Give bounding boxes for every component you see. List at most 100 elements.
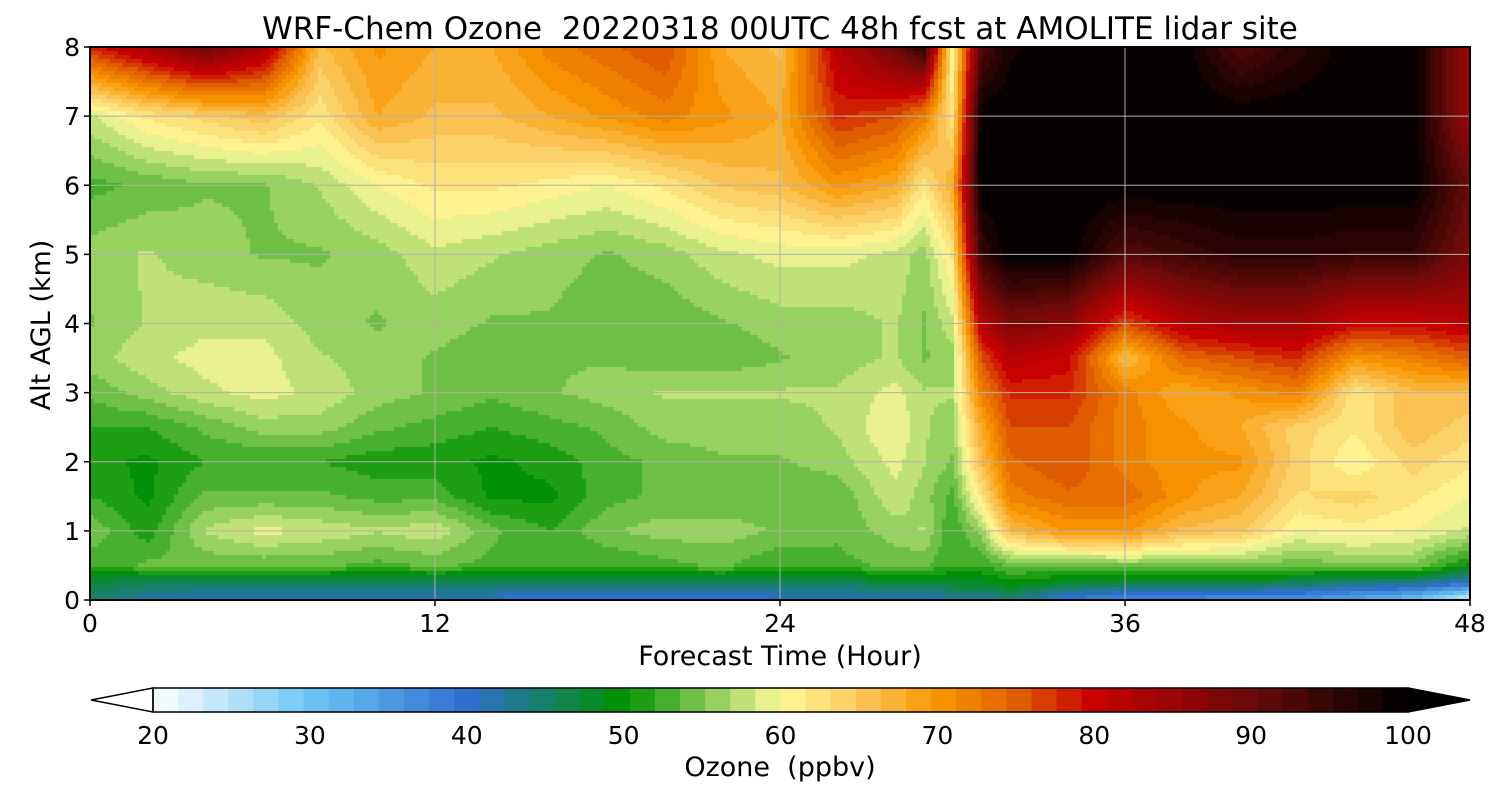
ozone-cell xyxy=(938,179,947,184)
ozone-cell xyxy=(1442,367,1470,372)
ozone-cell xyxy=(126,363,187,368)
ozone-cell xyxy=(970,135,975,140)
ozone-cell xyxy=(982,123,1419,128)
ozone-cell xyxy=(674,211,711,216)
ozone-cell xyxy=(1166,399,1251,404)
ozone-cell xyxy=(230,287,427,292)
ozone-cell xyxy=(1430,215,1439,220)
ozone-cell xyxy=(1186,419,1247,424)
ozone-cell xyxy=(302,59,311,64)
ozone-cell xyxy=(954,463,959,468)
ozone-cell xyxy=(962,291,967,296)
ozone-cell xyxy=(978,167,1423,172)
ozone-cell xyxy=(1446,227,1459,232)
ozone-cell xyxy=(546,55,591,60)
ozone-cell xyxy=(970,227,975,232)
ozone-cell xyxy=(970,95,975,100)
ozone-cell xyxy=(1162,259,1207,264)
ozone-cell xyxy=(90,431,159,436)
ozone-cell xyxy=(1446,331,1470,336)
ozone-cell xyxy=(962,507,971,512)
ozone-cell xyxy=(1166,495,1191,500)
ozone-cell xyxy=(954,291,959,296)
ozone-cell xyxy=(1434,151,1443,156)
ozone-cell xyxy=(1178,307,1215,312)
ozone-cell xyxy=(930,119,935,124)
ozone-cell xyxy=(994,255,1003,260)
ozone-cell xyxy=(982,251,991,256)
ozone-cell xyxy=(422,363,767,368)
ozone-cell xyxy=(482,507,575,512)
ozone-cell xyxy=(970,403,975,408)
ozone-cell xyxy=(946,99,951,104)
ozone-cell xyxy=(550,219,647,224)
ozone-cell xyxy=(758,191,799,196)
ozone-cell xyxy=(994,507,1003,512)
ozone-cell xyxy=(330,491,451,496)
ozone-cell xyxy=(1314,443,1343,448)
ozone-cell xyxy=(1326,411,1343,416)
ozone-cell xyxy=(1086,395,1103,400)
ozone-cell xyxy=(990,503,995,508)
ozone-cell xyxy=(274,59,279,64)
ozone-cell xyxy=(150,499,175,504)
ozone-cell xyxy=(1426,143,1435,148)
ozone-cell xyxy=(1074,271,1087,276)
ozone-cell xyxy=(910,507,935,512)
ozone-cell xyxy=(994,335,1003,340)
ozone-cell xyxy=(1314,315,1339,320)
ozone-cell xyxy=(938,67,943,72)
ozone-cell xyxy=(946,495,955,500)
ozone-cell xyxy=(830,135,871,140)
ozone-cell xyxy=(1170,235,1235,240)
ozone-cell xyxy=(966,307,971,312)
ozone-cell xyxy=(874,443,907,448)
ozone-cell xyxy=(114,187,271,192)
ozone-cell xyxy=(906,115,919,120)
ozone-cell xyxy=(166,263,311,268)
ozone-cell xyxy=(1046,311,1075,316)
ozone-cell xyxy=(1002,507,1007,512)
ozone-cell xyxy=(590,259,627,264)
ozone-cell xyxy=(434,47,495,52)
ozone-cell xyxy=(938,207,947,212)
ozone-cell xyxy=(942,287,955,292)
ozone-cell xyxy=(962,335,967,340)
ozone-cell xyxy=(90,383,111,388)
ozone-cell xyxy=(946,103,951,108)
ozone-cell xyxy=(1210,359,1255,364)
ozone-cell xyxy=(1322,63,1419,68)
ozone-cell xyxy=(618,119,663,124)
ozone-cell xyxy=(914,491,935,496)
ozone-cell xyxy=(90,79,107,84)
ozone-cell xyxy=(1458,107,1467,112)
ozone-cell xyxy=(146,95,175,100)
ozone-cell xyxy=(822,59,831,64)
ozone-cell xyxy=(954,163,959,168)
ozone-cell xyxy=(962,103,967,108)
ozone-cell xyxy=(970,247,975,252)
ozone-cell xyxy=(1106,287,1115,292)
ozone-cell xyxy=(1238,383,1283,388)
ozone-cell xyxy=(858,51,871,56)
ozone-cell xyxy=(1098,411,1115,416)
ozone-cell xyxy=(346,75,367,80)
ozone-cell xyxy=(706,159,795,164)
ozone-cell xyxy=(1206,351,1255,356)
ozone-cell xyxy=(326,199,363,204)
ozone-cell xyxy=(1146,271,1175,276)
ozone-cell xyxy=(974,467,983,472)
ozone-cell xyxy=(970,419,975,424)
ozone-cell xyxy=(1154,467,1239,472)
ozone-cell xyxy=(910,227,923,232)
ozone-cell xyxy=(90,407,119,412)
ozone-cell xyxy=(1122,227,1139,232)
ozone-cell xyxy=(926,227,935,232)
ozone-cell xyxy=(190,75,231,80)
ozone-cell xyxy=(1110,319,1119,324)
ozone-cell xyxy=(94,155,135,160)
ozone-cell xyxy=(1418,95,1427,100)
ozone-cell xyxy=(978,263,983,268)
ozone-cell xyxy=(850,487,875,492)
ozone-cell xyxy=(1002,279,1011,284)
